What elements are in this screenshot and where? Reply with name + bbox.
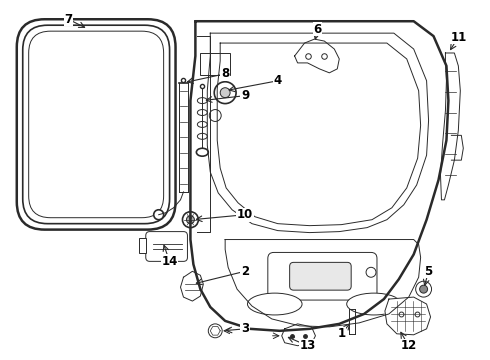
Circle shape [154,210,164,220]
Ellipse shape [347,293,401,315]
Circle shape [208,324,222,338]
Circle shape [416,281,432,297]
Text: 13: 13 [299,339,316,352]
Ellipse shape [197,98,207,104]
Text: 1: 1 [337,327,345,340]
Text: 4: 4 [273,74,282,87]
Text: 14: 14 [161,255,178,268]
Text: 11: 11 [450,31,466,44]
FancyBboxPatch shape [268,252,377,300]
Text: 2: 2 [241,265,249,278]
Text: 8: 8 [221,67,229,80]
Ellipse shape [247,293,302,315]
Circle shape [187,216,195,224]
Text: 7: 7 [64,13,73,26]
Text: 12: 12 [401,339,417,352]
Bar [200,53,230,75]
Circle shape [419,285,428,293]
Text: 6: 6 [313,23,321,36]
Ellipse shape [197,133,207,139]
Circle shape [182,212,198,228]
Bar [139,238,146,253]
Polygon shape [294,39,339,73]
Ellipse shape [197,121,207,127]
Polygon shape [385,297,431,335]
Polygon shape [180,271,203,301]
Circle shape [220,88,230,98]
Circle shape [214,82,236,104]
Polygon shape [282,324,316,346]
FancyBboxPatch shape [146,231,188,261]
FancyBboxPatch shape [290,262,351,290]
Ellipse shape [196,148,208,156]
Text: 5: 5 [424,265,433,278]
Text: 9: 9 [241,89,249,102]
Text: 3: 3 [241,322,249,336]
Circle shape [366,267,376,277]
Ellipse shape [197,109,207,116]
Text: 10: 10 [237,208,253,221]
Circle shape [209,109,221,121]
Polygon shape [441,53,460,200]
